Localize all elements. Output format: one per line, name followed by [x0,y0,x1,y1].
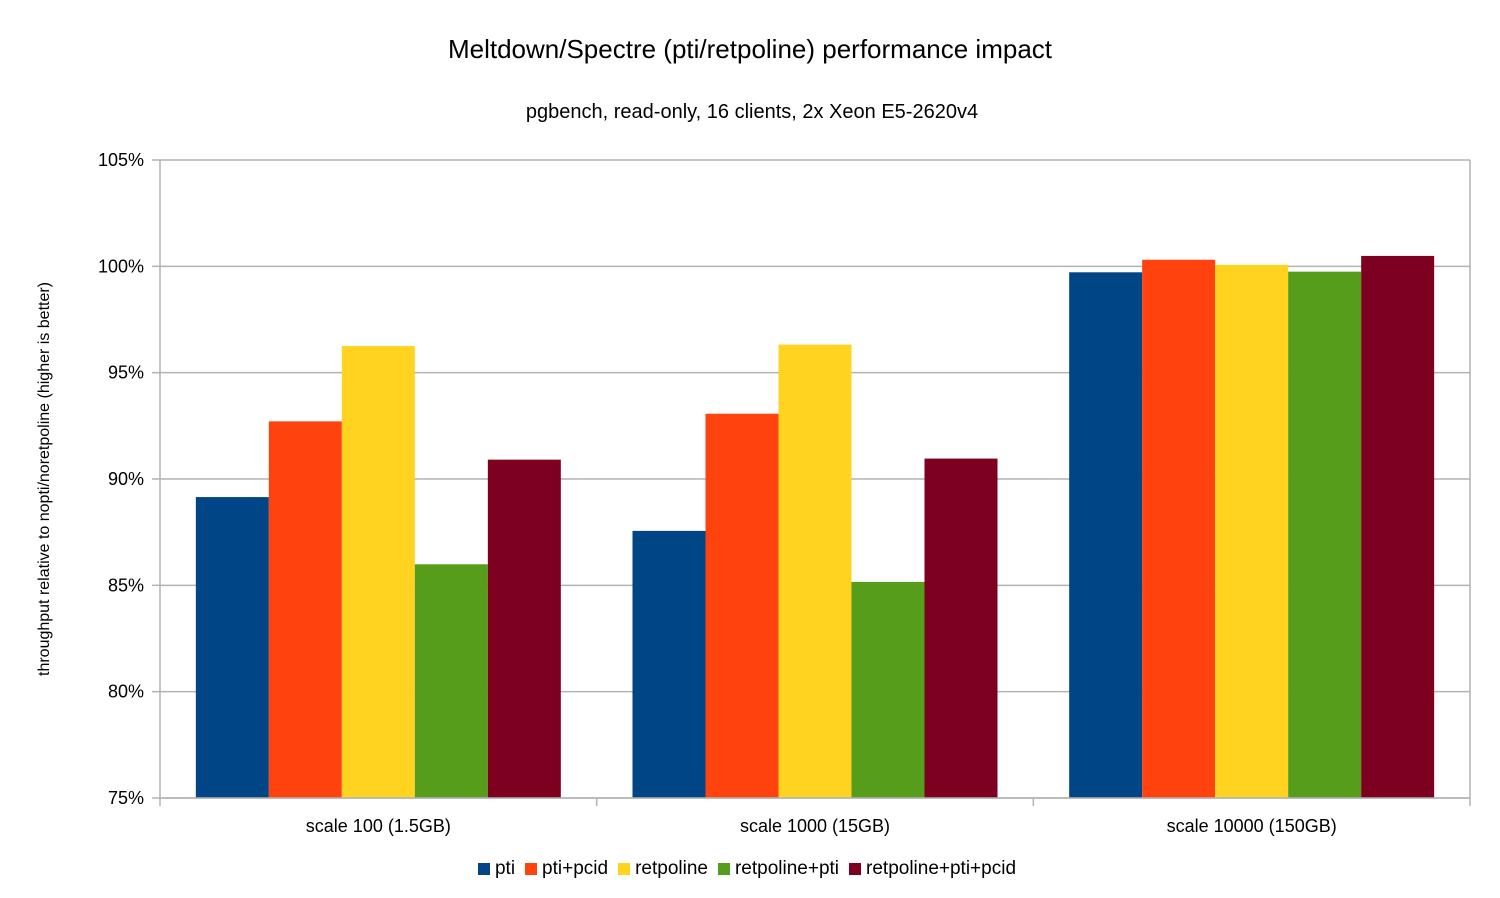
y-tick-label: 90% [108,469,144,489]
bar-pti-1 [632,530,706,798]
bar-pti-pcid-2 [1142,259,1216,798]
y-tick-label: 80% [108,682,144,702]
legend-swatch [618,863,631,875]
legend: pti pti+pcid retpoline retpoline+pti retpoli… [0,858,1500,880]
bar-pti-2 [1069,272,1143,799]
bar-retpoline-pti-0 [414,564,488,798]
legend-label: retpoline+pti [734,858,840,879]
bars [195,255,1435,799]
y-tick-label: 85% [108,575,144,595]
legend-label: retpoline+pti+pcid [866,858,1017,879]
legend-swatch [849,863,862,875]
bar-retpoline-0 [341,346,415,798]
legend-item: pti+pcid [525,858,608,880]
bar-retpoline-pti-pcid-1 [924,458,998,798]
y-tick-label: 75% [108,788,144,808]
bar-pti-pcid-0 [268,421,342,798]
legend-item: retpoline [618,858,708,880]
bar-retpoline-pti-1 [851,581,925,798]
bar-retpoline-1 [778,344,852,798]
bar-pti-0 [195,497,269,798]
legend-item: pti [477,858,516,880]
bar-retpoline-2 [1215,264,1289,798]
bar-pti-pcid-1 [705,413,779,798]
x-category-label: scale 100 (1.5GB) [306,816,451,836]
x-category-label: scale 10000 (150GB) [1167,816,1337,836]
axes [159,160,1471,806]
legend-label: pti [494,858,516,879]
chart-title: Meltdown/Spectre (pti/retpoline) perform… [448,34,1053,64]
chart-subtitle: pgbench, read-only, 16 clients, 2x Xeon … [526,101,978,123]
legend-swatch [717,863,730,875]
legend-swatch [525,863,538,875]
y-axis-ticks: 75% 80% 85% 90% 95% 100% 105% [98,150,160,808]
y-axis-label: throughput relative to nopti/noretpoline… [36,282,53,676]
y-tick-label: 95% [108,363,144,383]
legend-item: retpoline+pti+pcid [849,858,1016,880]
legend-label: pti+pcid [542,858,609,879]
bar-retpoline-pti-pcid-2 [1361,255,1435,799]
legend-item: retpoline+pti [717,858,840,880]
legend-label: retpoline [635,858,708,879]
x-axis-categories: scale 100 (1.5GB) scale 1000 (15GB) scale … [306,816,1337,836]
y-tick-label: 105% [98,150,144,170]
legend-swatch [477,863,490,875]
bar-retpoline-pti-pcid-0 [487,459,561,798]
y-tick-label: 100% [98,256,144,276]
bar-retpoline-pti-2 [1288,271,1362,798]
x-category-label: scale 1000 (15GB) [740,816,890,836]
